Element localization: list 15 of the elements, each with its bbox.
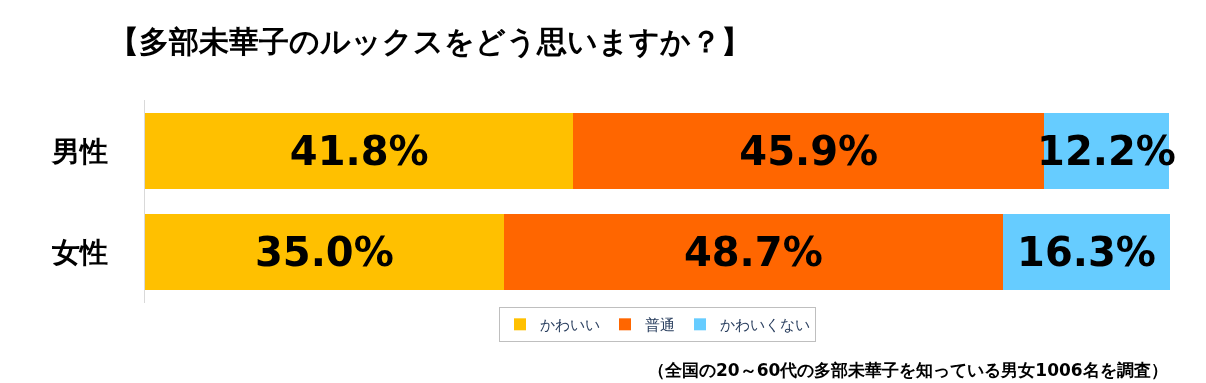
data-label: 16.3% (1017, 229, 1156, 276)
bar (145, 112, 574, 189)
data-label: 41.8% (289, 127, 429, 174)
data-label: 48.7% (683, 229, 823, 276)
y-tick-label: 女性 (51, 236, 109, 270)
legend-label: かわいい (540, 316, 600, 335)
y-tick-label: 男性 (51, 134, 109, 168)
data-label: 35.0% (254, 229, 394, 276)
legend-label: かわいくない (720, 316, 810, 335)
bar (503, 214, 1003, 291)
chart-title: 【多部未華子のルックスをどう思いますか？】 (108, 23, 751, 59)
legend-label: 普通 (645, 316, 675, 335)
data-label: 45.9% (739, 127, 879, 174)
text: （全国の20～60代の多部未華子を知っている男女1006名を調査） (648, 360, 1168, 380)
bar (145, 214, 504, 291)
